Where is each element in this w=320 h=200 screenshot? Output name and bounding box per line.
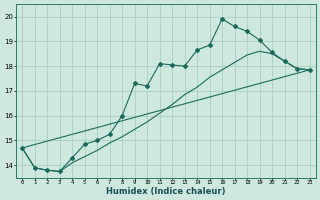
X-axis label: Humidex (Indice chaleur): Humidex (Indice chaleur) <box>106 187 226 196</box>
